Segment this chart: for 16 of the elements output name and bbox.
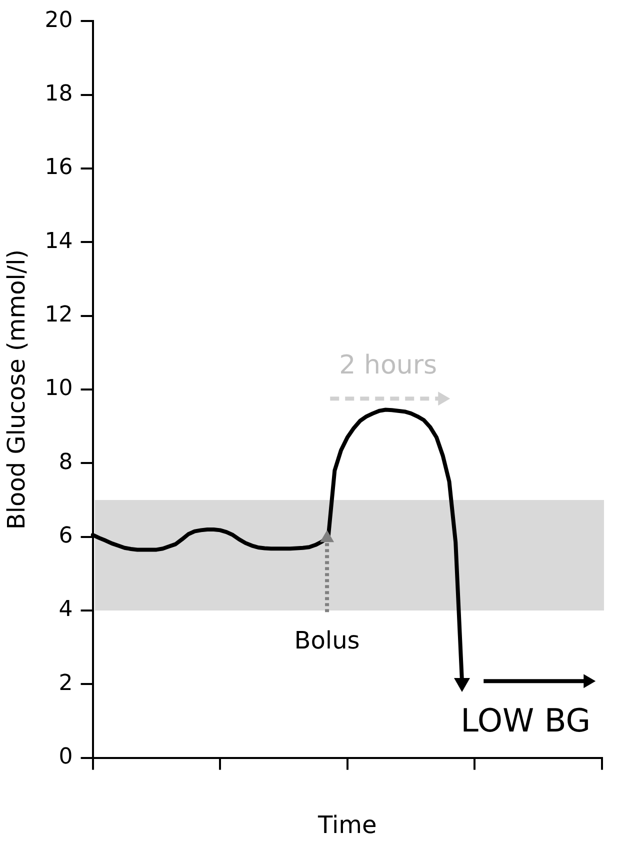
- annotation: LOW BG: [460, 701, 591, 740]
- y-tick-label: 2: [58, 670, 73, 696]
- y-tick-label: 16: [44, 155, 73, 180]
- y-tick-label: 18: [44, 82, 73, 107]
- y-tick-label: 20: [44, 8, 73, 33]
- y-tick-label: 8: [58, 450, 73, 475]
- y-tick-label: 12: [44, 302, 73, 328]
- annotation: 2 hours: [339, 350, 438, 380]
- y-tick-label: 10: [44, 376, 73, 402]
- y-tick-label: 0: [58, 744, 73, 770]
- annotation: Bolus: [294, 626, 360, 654]
- y-tick-label: 4: [58, 597, 73, 622]
- y-tick-label: 14: [44, 228, 73, 254]
- y-tick-label: 6: [58, 524, 73, 549]
- y-axis-title: Blood Glucose (mmol/l): [2, 249, 31, 530]
- x-axis-title: Time: [317, 810, 377, 839]
